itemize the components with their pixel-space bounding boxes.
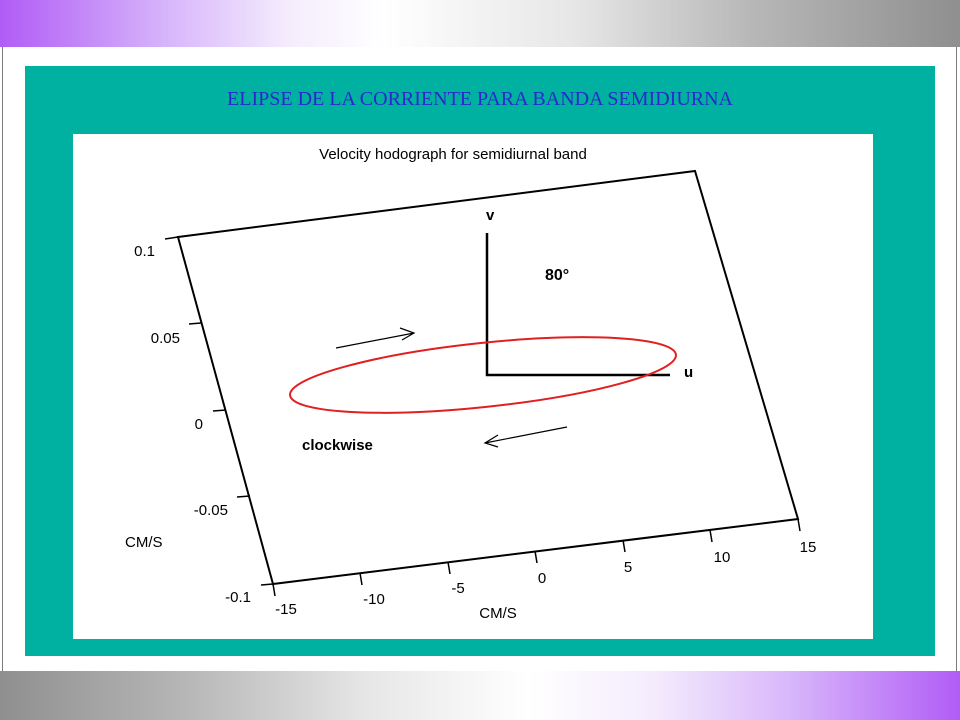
angle-label: 80°: [545, 267, 569, 284]
x-tick: [709, 529, 713, 543]
x-tick-label: -5: [451, 580, 464, 597]
figure-heading: Velocity hodograph for semidiurnal band: [319, 146, 587, 163]
x-tick: [534, 550, 538, 564]
arrow-top: [335, 327, 416, 349]
x-tick: [272, 583, 276, 597]
slide-title: ELIPSE DE LA CORRIENTE PARA BANDA SEMIDI…: [227, 88, 733, 110]
x-tick-label: -10: [363, 591, 385, 608]
arrow-bottom: [483, 426, 568, 448]
x-ticks: [272, 518, 801, 597]
slide-frame: [2, 47, 957, 671]
rotation-label: clockwise: [302, 437, 373, 454]
x-tick: [622, 539, 626, 553]
u-label: u: [684, 364, 693, 381]
bottom-gradient-bar: [0, 671, 960, 720]
y-tick: [164, 236, 179, 240]
y-tick: [260, 583, 274, 586]
hodograph-svg: Velocity hodograph for semidiurnal band …: [125, 146, 817, 622]
y-tick: [188, 322, 202, 325]
y-ticks: [164, 236, 274, 586]
x-tick-label: 15: [800, 539, 817, 556]
y-tick-label: 0.1: [134, 243, 155, 260]
x-tick-label: 10: [714, 549, 731, 566]
x-axis-label: CM/S: [479, 605, 517, 622]
y-tick-label: -0.05: [194, 502, 228, 519]
plot-box: [176, 169, 800, 586]
y-tick-label: -0.1: [225, 589, 251, 606]
y-tick: [236, 495, 251, 498]
current-ellipse: [289, 336, 677, 414]
x-tick-label: 5: [624, 559, 632, 576]
y-tick: [212, 409, 227, 412]
x-tick-label: 0: [538, 570, 546, 587]
y-axis-label: CM/S: [125, 534, 163, 551]
x-tick: [447, 561, 451, 575]
x-tick: [359, 572, 363, 586]
y-tick-label: 0: [195, 416, 203, 433]
uv-axes: [485, 233, 670, 377]
x-tick: [797, 518, 801, 532]
x-tick-label: -15: [275, 601, 297, 618]
hodograph-figure: Velocity hodograph for semidiurnal band …: [73, 134, 873, 639]
top-gradient-bar: [0, 0, 960, 47]
y-tick-label: 0.05: [151, 330, 180, 347]
v-label: v: [486, 207, 495, 224]
uv-axis-lines: [485, 233, 670, 377]
